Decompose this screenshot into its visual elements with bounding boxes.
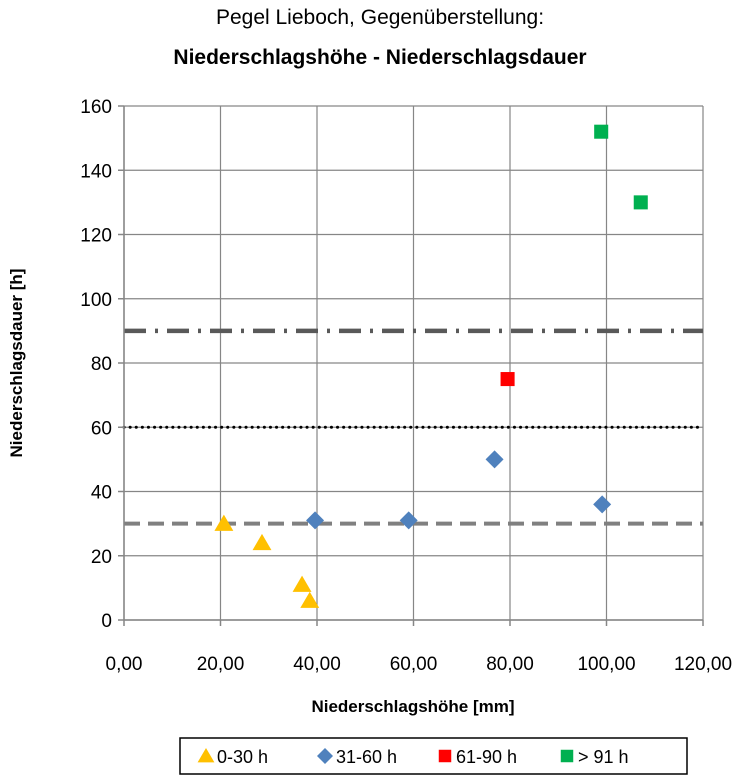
tick-labels: 0 20 40 60 80 100 120 140 160 0,00 20,00 40,00 60,00… (80, 97, 732, 675)
y-tick-label: 20 (91, 547, 112, 568)
x-tick-label: 120,00 (674, 654, 732, 675)
y-tick-label: 80 (91, 354, 112, 375)
x-tick-label: 20,00 (197, 654, 245, 675)
data-point (485, 450, 504, 469)
legend-box (179, 737, 688, 775)
y-tick-label: 60 (91, 418, 112, 439)
legend-label: > 91 h (578, 747, 629, 767)
legend-label: 31-60 h (336, 747, 397, 767)
data-point (306, 511, 325, 530)
x-tick-label: 60,00 (390, 654, 438, 675)
data-point (593, 495, 612, 514)
axes (118, 105, 704, 626)
legend-marker (197, 748, 215, 763)
data-point (214, 514, 234, 531)
y-axis-label: Niederschlagsdauer [h] (7, 269, 26, 458)
chart-subtitle: Niederschlagshöhe - Niederschlagsdauer (173, 46, 586, 69)
legend-marker (317, 748, 333, 764)
y-tick-label: 140 (80, 161, 112, 182)
data-point (300, 591, 320, 608)
x-tick-label: 80,00 (486, 654, 534, 675)
y-tick-label: 120 (80, 226, 112, 247)
y-tick-label: 0 (101, 611, 112, 632)
data-point (633, 195, 648, 210)
data-point (500, 372, 515, 387)
chart-title: Pegel Lieboch, Gegenüberstellung: (216, 6, 544, 29)
y-tick-label: 160 (80, 97, 112, 118)
x-axis-label: Niederschlagshöhe [mm] (311, 697, 514, 716)
legend-label: 0-30 h (217, 747, 268, 767)
data-points (214, 124, 648, 608)
data-point (399, 511, 418, 530)
legend-items: 0-30 h 31-60 h 61-90 h > 91 h (197, 747, 629, 767)
x-tick-label: 40,00 (293, 654, 341, 675)
legend-marker (560, 749, 574, 763)
y-tick-label: 40 (91, 483, 112, 504)
legend: 0-30 h 31-60 h 61-90 h > 91 h (179, 737, 688, 775)
data-point (292, 575, 312, 592)
y-tick-label: 100 (80, 290, 112, 311)
legend-marker (438, 749, 452, 763)
legend-label: 61-90 h (456, 747, 517, 767)
x-tick-label: 0,00 (106, 654, 143, 675)
data-point (594, 124, 609, 139)
data-point (252, 533, 272, 551)
x-tick-label: 100,00 (577, 654, 635, 675)
